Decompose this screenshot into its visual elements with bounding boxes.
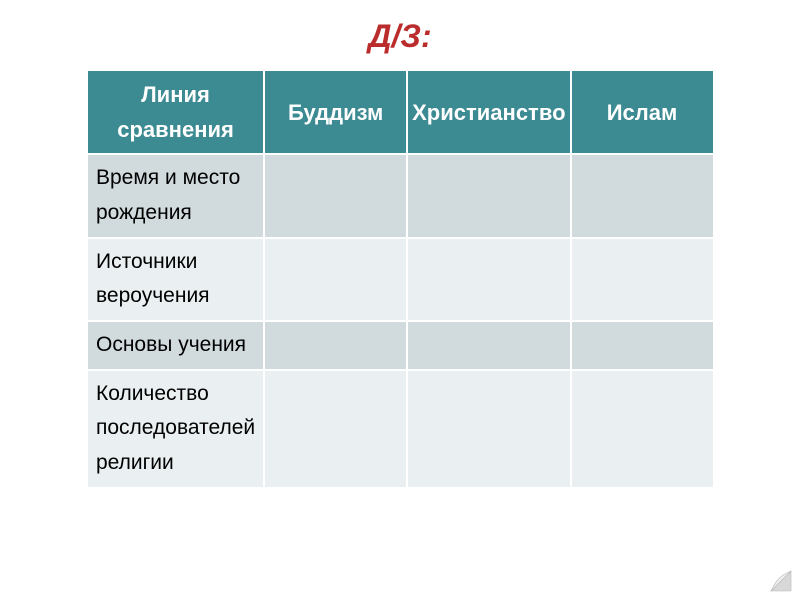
table-body: Время и место рождения Источники вероуче… [87, 154, 714, 487]
table-row: Количество последователей религии [87, 370, 714, 488]
cell-r1-c1 [264, 238, 407, 321]
cell-r0-c3 [571, 154, 714, 237]
col-header-2: Христианство [407, 70, 570, 154]
cell-r2-c1 [264, 321, 407, 370]
col-header-0: Линия сравнения [87, 70, 264, 154]
page-title: Д/З: [0, 0, 800, 63]
table-row: Источники вероучения [87, 238, 714, 321]
table-row: Основы учения [87, 321, 714, 370]
col-header-3: Ислам [571, 70, 714, 154]
col-header-1: Буддизм [264, 70, 407, 154]
cell-r3-c3 [571, 370, 714, 488]
table-row: Время и место рождения [87, 154, 714, 237]
cell-r1-c3 [571, 238, 714, 321]
cell-r0-c2 [407, 154, 570, 237]
page-curl-icon [770, 570, 792, 592]
cell-r0-c0: Время и место рождения [87, 154, 264, 237]
cell-r3-c0: Количество последователей религии [87, 370, 264, 488]
cell-r0-c1 [264, 154, 407, 237]
cell-r3-c2 [407, 370, 570, 488]
cell-r1-c2 [407, 238, 570, 321]
cell-r3-c1 [264, 370, 407, 488]
table-header-row: Линия сравнения Буддизм Христианство Исл… [87, 70, 714, 154]
cell-r2-c2 [407, 321, 570, 370]
cell-r1-c0: Источники вероучения [87, 238, 264, 321]
cell-r2-c0: Основы учения [87, 321, 264, 370]
comparison-table: Линия сравнения Буддизм Христианство Исл… [86, 69, 715, 489]
cell-r2-c3 [571, 321, 714, 370]
